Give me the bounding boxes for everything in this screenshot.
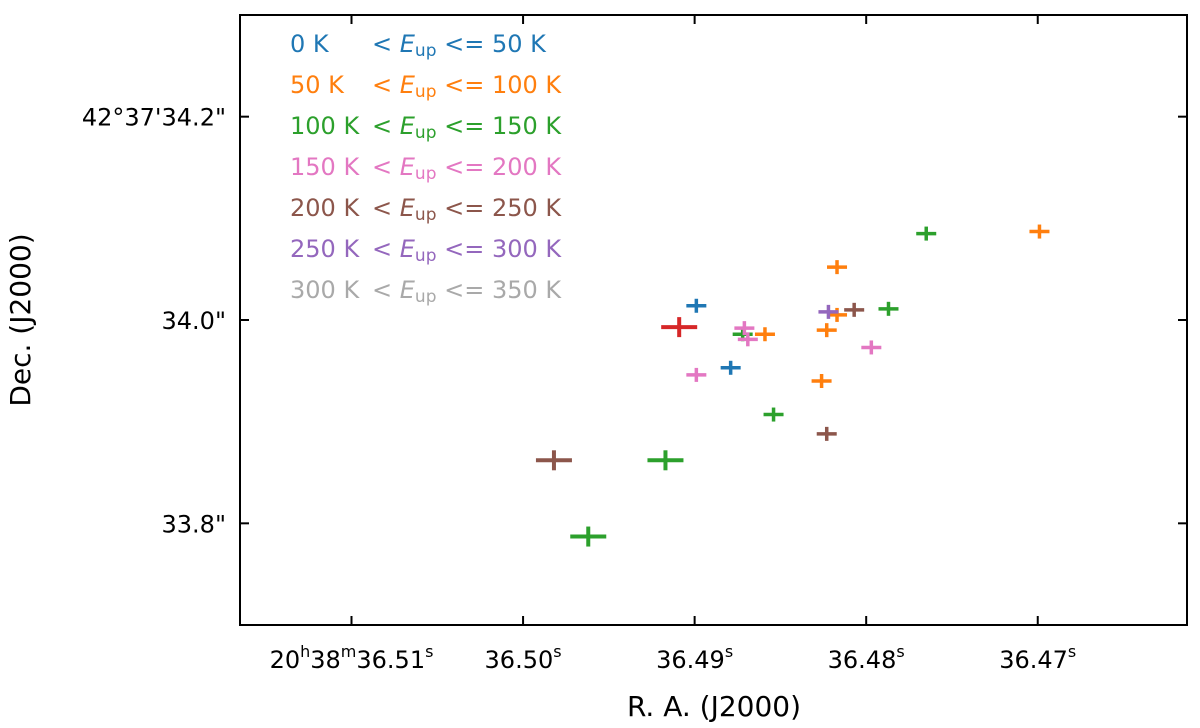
data-point-cross <box>878 301 899 316</box>
data-point-cross <box>763 407 784 422</box>
legend-condition: < Eup <= 300 K <box>372 235 562 266</box>
data-point-cross <box>720 360 741 375</box>
x-axis-title: R. A. (J2000) <box>627 690 801 723</box>
data-point-cross <box>737 332 758 347</box>
x-tick-label: 36.50s <box>485 642 562 674</box>
legend-condition: < Eup <= 250 K <box>372 194 562 225</box>
x-tick-label: 36.48s <box>828 642 905 674</box>
legend-low-bound: 150 K <box>290 153 360 181</box>
legend-entry: 150 K < Eup <= 200 K <box>290 153 562 184</box>
legend-low-bound: 200 K <box>290 194 360 222</box>
data-point-cross <box>827 260 848 275</box>
data-point-cross <box>686 298 707 313</box>
y-axis-title: Dec. (J2000) <box>4 233 37 406</box>
x-tick-label: 36.49s <box>656 642 733 674</box>
legend-low-bound: 300 K <box>290 276 360 304</box>
data-point-cross <box>844 302 865 317</box>
legend-low-bound: 250 K <box>290 235 360 263</box>
legend-low-bound: 100 K <box>290 112 360 140</box>
legend-low-bound: 0 K <box>290 30 330 58</box>
legend-condition: < Eup <= 200 K <box>372 153 562 184</box>
data-point-cross <box>535 450 572 471</box>
data-point-cross <box>661 317 698 338</box>
legend-entry: 100 K < Eup <= 150 K <box>290 112 562 143</box>
data-points <box>535 224 1050 547</box>
legend: 0 K < Eup <= 50 K 50 K < Eup <= 100 K 100 K <… <box>290 30 562 307</box>
data-point-cross <box>570 526 607 547</box>
y-tick-labels: 42°37'34.2" 34.0" 33.8" <box>82 104 226 539</box>
legend-entry: 0 K < Eup <= 50 K <box>290 30 547 61</box>
data-point-cross <box>816 426 837 441</box>
legend-condition: < Eup <= 50 K <box>372 30 547 61</box>
legend-low-bound: 50 K <box>290 71 345 99</box>
legend-condition: < Eup <= 100 K <box>372 71 562 102</box>
axis-ticks <box>240 15 1187 625</box>
y-tick-label: 33.8" <box>162 510 226 538</box>
legend-entry: 50 K < Eup <= 100 K <box>290 71 562 102</box>
legend-condition: < Eup <= 150 K <box>372 112 562 143</box>
data-point-cross <box>1029 224 1050 239</box>
legend-condition: < Eup <= 350 K <box>372 276 562 307</box>
x-tick-labels: 20h38m36.51s 36.50s 36.49s 36.48s 36.47s <box>270 642 1077 674</box>
data-point-cross <box>647 450 684 471</box>
data-point-cross <box>816 323 837 338</box>
data-point-cross <box>916 226 937 241</box>
x-tick-label: 20h38m36.51s <box>270 642 434 674</box>
data-point-cross <box>686 367 707 382</box>
legend-entry: 250 K < Eup <= 300 K <box>290 235 562 266</box>
plot-frame <box>239 14 1188 626</box>
x-tick-label: 36.47s <box>999 642 1076 674</box>
data-point-cross <box>734 321 755 336</box>
data-point-cross <box>861 340 882 355</box>
legend-entry: 200 K < Eup <= 250 K <box>290 194 562 225</box>
legend-entry: 300 K < Eup <= 350 K <box>290 276 562 307</box>
data-point-cross <box>754 327 775 342</box>
y-tick-label: 42°37'34.2" <box>82 104 226 132</box>
data-point-cross <box>811 374 832 388</box>
y-tick-label: 34.0" <box>162 307 226 335</box>
data-point-cross <box>818 304 839 319</box>
